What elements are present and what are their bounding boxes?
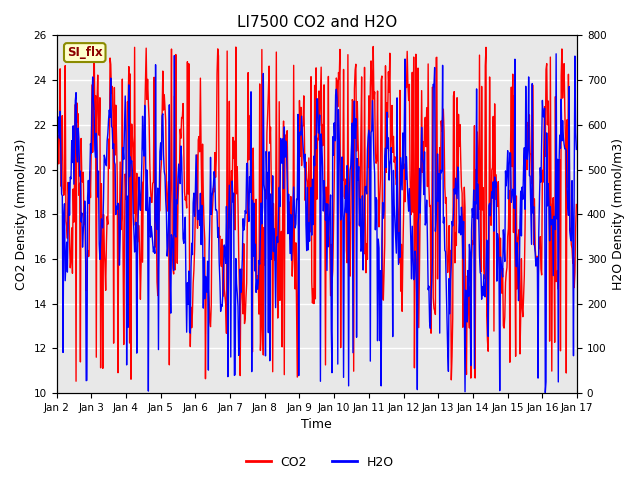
Text: SI_flx: SI_flx [67, 46, 102, 59]
Y-axis label: CO2 Density (mmol/m3): CO2 Density (mmol/m3) [15, 139, 28, 290]
Title: LI7500 CO2 and H2O: LI7500 CO2 and H2O [237, 15, 397, 30]
Y-axis label: H2O Density (mmol/m3): H2O Density (mmol/m3) [612, 138, 625, 290]
Legend: CO2, H2O: CO2, H2O [241, 451, 399, 474]
X-axis label: Time: Time [301, 419, 332, 432]
